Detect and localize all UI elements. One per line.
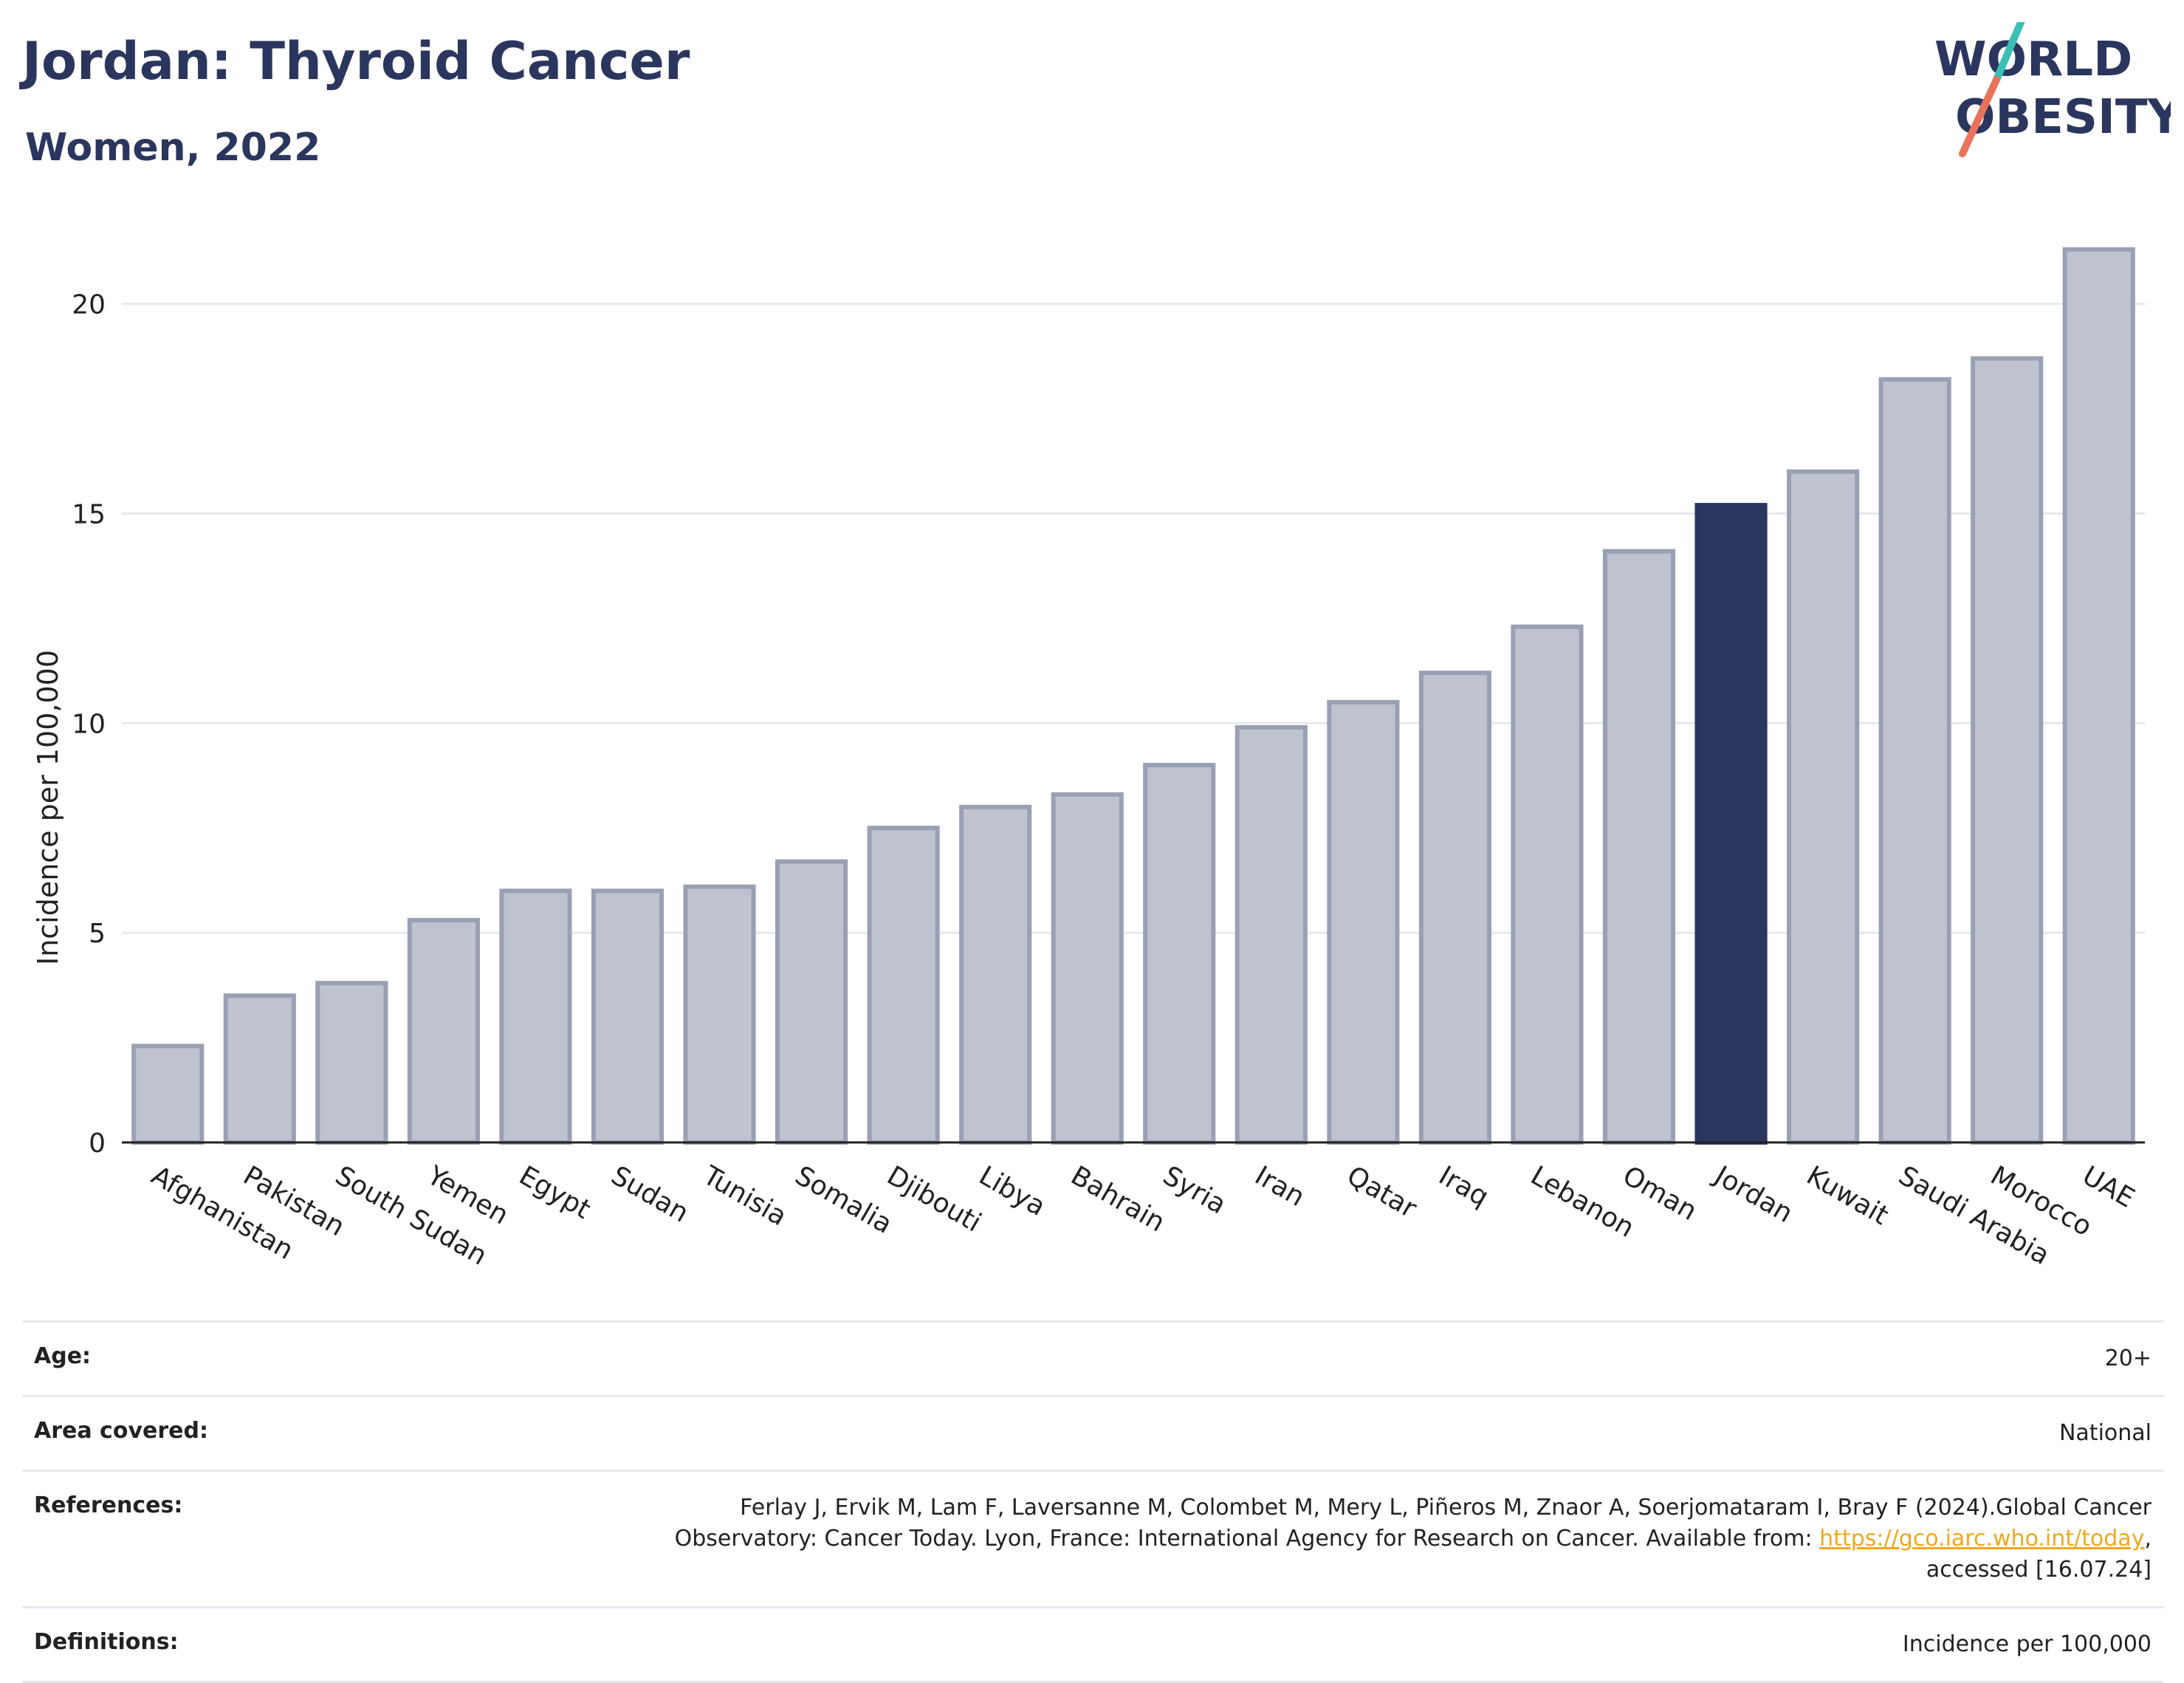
y-tick-label-20: 20: [72, 290, 106, 321]
bar-libya[interactable]: [959, 804, 1032, 1145]
bars: [131, 247, 2135, 1145]
x-tick-label-uae: UAE: [2077, 1160, 2139, 1213]
definitions-label: Definitions:: [22, 1606, 341, 1683]
x-tick-label-iraq: Iraq: [1434, 1160, 1494, 1213]
bar-jordan[interactable]: [1694, 503, 1768, 1145]
bar-iraq[interactable]: [1418, 671, 1491, 1145]
bar-yemen[interactable]: [407, 918, 480, 1145]
references-line3: accessed [16.07.24]: [1926, 1557, 2152, 1583]
x-tick-label-iran: Iran: [1250, 1160, 1310, 1213]
x-tick-label-bahrain: Bahrain: [1065, 1160, 1170, 1238]
y-tick-label-15: 15: [72, 499, 106, 529]
bar-afghanistan[interactable]: [131, 1043, 205, 1145]
meta-row-age: Age: 20+: [22, 1320, 2163, 1396]
bar-lebanon[interactable]: [1511, 624, 1584, 1145]
age-value: 20+: [341, 1320, 2163, 1396]
bar-pakistan[interactable]: [223, 993, 296, 1145]
world-obesity-logo: WORLD OBESITY: [1934, 22, 2171, 157]
x-tick-label-lebanon: Lebanon: [1525, 1160, 1639, 1244]
bar-oman[interactable]: [1602, 549, 1676, 1145]
bar-egypt[interactable]: [499, 888, 572, 1145]
bar-qatar[interactable]: [1327, 699, 1400, 1145]
x-tick-label-qatar: Qatar: [1342, 1160, 1421, 1224]
meta-row-definitions: Definitions: Incidence per 100,000: [22, 1606, 2163, 1683]
age-label: Age:: [22, 1320, 341, 1396]
x-tick-label-south-sudan: South Sudan: [330, 1160, 492, 1271]
y-tick-label-0: 0: [89, 1128, 106, 1159]
bar-morocco[interactable]: [1971, 356, 2044, 1145]
x-tick-label-tunisia: Tunisia: [697, 1160, 791, 1232]
x-tick-label-egypt: Egypt: [514, 1160, 595, 1224]
bar-south-sudan[interactable]: [315, 981, 388, 1145]
bar-saudi-arabia[interactable]: [1878, 377, 1951, 1145]
area-value: National: [341, 1395, 2163, 1471]
references-label: References:: [22, 1470, 341, 1608]
logo-slash-top: [1993, 22, 2025, 83]
meta-row-area: Area covered: National: [22, 1395, 2163, 1471]
x-tick-label-somalia: Somalia: [790, 1160, 897, 1240]
x-tick-label-jordan: Jordan: [1709, 1159, 1798, 1229]
logo-line1: WORLD: [1934, 32, 2132, 87]
meta-row-references: References: Ferlay J, Ervik M, Lam F, La…: [22, 1470, 2163, 1608]
y-tick-label-5: 5: [89, 919, 106, 949]
y-tick-label-10: 10: [72, 709, 106, 739]
bar-djibouti[interactable]: [867, 826, 940, 1145]
x-tick-label-djibouti: Djibouti: [882, 1160, 986, 1238]
references-line2-post: ,: [2144, 1526, 2152, 1552]
bar-uae[interactable]: [2062, 247, 2135, 1145]
references-link[interactable]: https://gco.iarc.who.int/today: [1819, 1526, 2145, 1552]
bar-bahrain[interactable]: [1051, 792, 1124, 1145]
bar-tunisia[interactable]: [683, 884, 756, 1145]
bar-iran[interactable]: [1234, 724, 1308, 1145]
y-axis-label: Incidence per 100,000: [32, 650, 64, 965]
x-tick-label-sudan: Sudan: [606, 1160, 694, 1228]
logo-slash-bottom: [1959, 76, 2000, 157]
references-value: Ferlay J, Ervik M, Lam F, Laversanne M, …: [341, 1470, 2163, 1608]
references-line1: Ferlay J, Ervik M, Lam F, Laversanne M, …: [740, 1495, 2152, 1521]
metadata-table: Age: 20+ Area covered: National Referenc…: [22, 1320, 2163, 1683]
bar-sudan[interactable]: [591, 888, 665, 1145]
references-line2-pre: Observatory: Cancer Today. Lyon, France:…: [674, 1526, 1820, 1552]
bar-syria[interactable]: [1143, 763, 1216, 1145]
chart-title: Jordan: Thyroid Cancer: [22, 31, 690, 92]
chart-subtitle: Women, 2022: [25, 126, 321, 170]
definitions-value: Incidence per 100,000: [341, 1606, 2163, 1683]
x-tick-label-kuwait: Kuwait: [1802, 1160, 1894, 1231]
area-label: Area covered:: [22, 1395, 341, 1471]
bar-somalia[interactable]: [775, 859, 848, 1145]
bar-kuwait[interactable]: [1787, 469, 1860, 1145]
